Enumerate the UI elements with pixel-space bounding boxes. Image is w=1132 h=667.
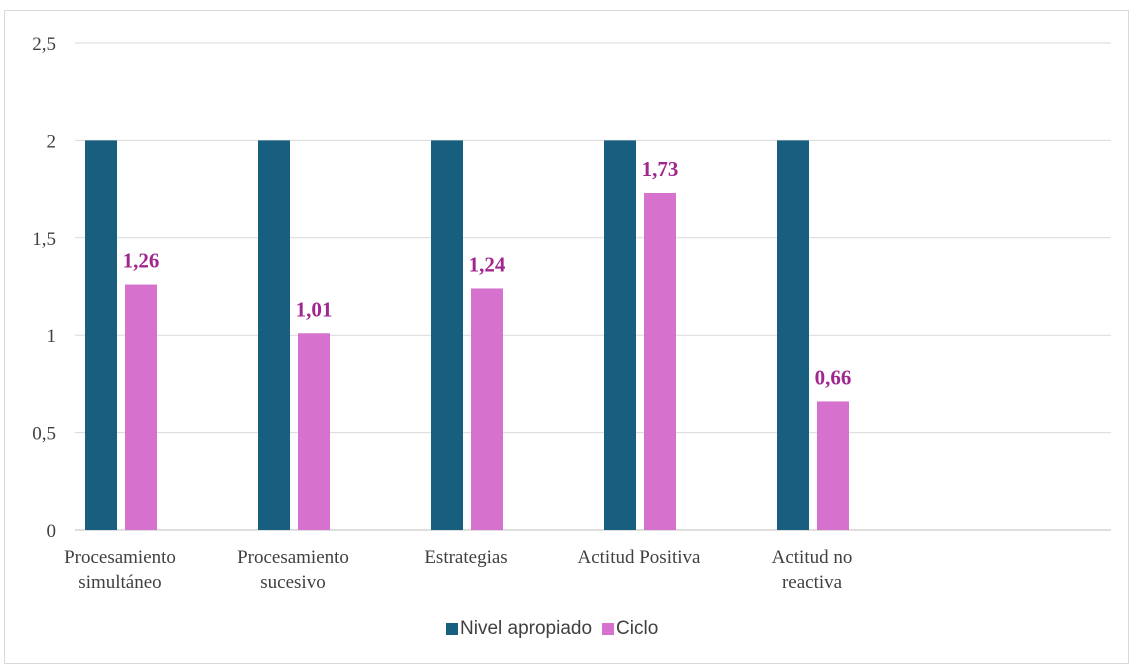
data-label: 1,73	[642, 157, 679, 181]
legend-swatch	[602, 623, 615, 635]
bars	[85, 140, 849, 530]
data-label: 0,66	[815, 365, 852, 389]
data-labels: 1,26 1,01 1,24 1,73 0,66	[123, 157, 852, 389]
y-tick-label: 2,5	[32, 34, 56, 55]
bar-nivel-apropiado	[85, 140, 117, 530]
bar-nivel-apropiado	[777, 140, 809, 530]
y-tick-label: 0	[47, 521, 57, 542]
data-label: 1,24	[469, 252, 506, 276]
bar-nivel-apropiado	[431, 140, 463, 530]
bar-ciclo	[817, 401, 849, 530]
x-category-label: Actitud Positiva	[578, 547, 702, 568]
x-category-label: Procesamiento	[237, 547, 349, 568]
legend-label: Nivel apropiado	[460, 618, 592, 639]
bar-nivel-apropiado	[258, 140, 290, 530]
y-axis-ticks: 0 0,5 1 1,5 2 2,5	[32, 34, 56, 542]
bar-ciclo	[644, 192, 676, 530]
x-category-label: Procesamiento	[64, 547, 176, 568]
x-category-label: Actitud no	[772, 547, 853, 568]
bar-nivel-apropiado	[604, 140, 636, 530]
data-label: 1,01	[296, 297, 333, 321]
bar-ciclo	[125, 284, 157, 530]
legend: Nivel apropiado Ciclo	[446, 618, 658, 639]
y-tick-label: 1,5	[32, 229, 56, 250]
legend-label: Ciclo	[616, 618, 658, 639]
x-axis-categories: Procesamiento simultáneo Procesamiento suce…	[64, 547, 852, 593]
legend-swatch	[446, 623, 458, 635]
gridlines	[75, 42, 1111, 531]
x-category-label: simultáneo	[78, 572, 161, 593]
y-tick-label: 1	[47, 326, 57, 347]
y-tick-label: 2	[47, 131, 57, 152]
data-label: 1,26	[123, 249, 160, 273]
x-category-label: sucesivo	[260, 572, 325, 593]
x-category-label: reactiva	[782, 572, 843, 593]
x-category-label: Estrategias	[424, 547, 507, 568]
chart-frame	[4, 10, 1129, 664]
bar-ciclo	[471, 288, 503, 530]
y-tick-label: 0,5	[32, 424, 56, 445]
bar-ciclo	[298, 333, 330, 530]
